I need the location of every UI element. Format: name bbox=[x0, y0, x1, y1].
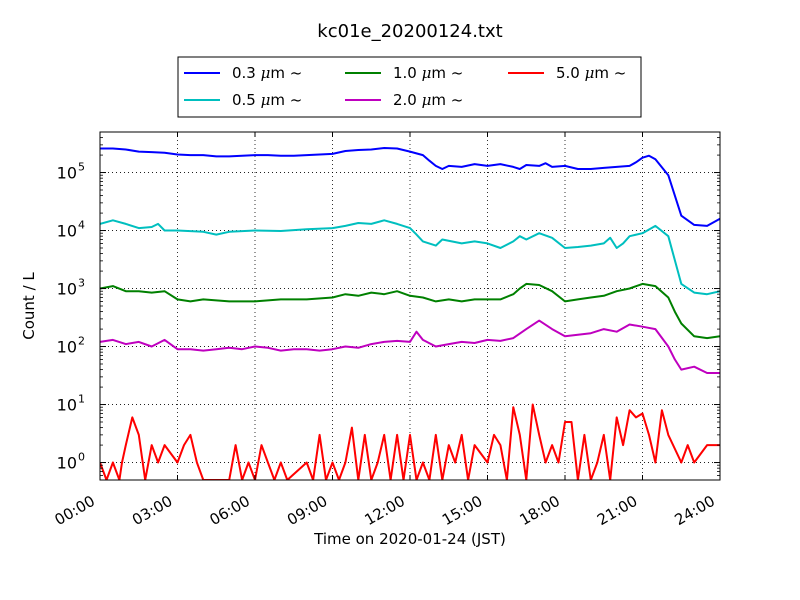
series-layer bbox=[100, 147, 720, 480]
series-line-0-5um bbox=[100, 219, 720, 296]
legend-label: 0.3 μm ~ bbox=[232, 64, 302, 82]
y-tick-label: 10 bbox=[57, 164, 77, 183]
legend: 0.3 μm ~ 0.5 μm ~ 1.0 μm ~ 2.0 μm ~ 5.0 μm ~ bbox=[177, 56, 642, 118]
y-tick-exponent: 0 bbox=[78, 451, 85, 464]
y-tick-exponent: 2 bbox=[78, 335, 85, 348]
x-axis-label: Time on 2020-01-24 (JST) bbox=[313, 530, 506, 548]
y-tick-exponent: 5 bbox=[78, 161, 85, 174]
chart-title: kc01e_20200124.txt bbox=[317, 21, 502, 42]
y-tick-label: 10 bbox=[57, 280, 77, 299]
series-line-5-0um bbox=[100, 403, 720, 480]
series-line-2-0um bbox=[100, 319, 720, 374]
y-tick-label: 10 bbox=[57, 396, 77, 415]
y-axis-label: Count / L bbox=[20, 272, 38, 340]
y-tick-label: 10 bbox=[57, 222, 77, 241]
legend-label: 5.0 μm ~ bbox=[556, 64, 626, 82]
grid bbox=[100, 132, 720, 480]
series-line-1-0um bbox=[100, 282, 720, 340]
legend-label: 2.0 μm ~ bbox=[393, 91, 463, 109]
y-tick-label: 10 bbox=[57, 454, 77, 473]
y-tick-exponent: 3 bbox=[78, 277, 85, 290]
series-line-0-3um bbox=[100, 147, 720, 227]
legend-label: 1.0 μm ~ bbox=[393, 64, 463, 82]
y-tick-exponent: 1 bbox=[78, 393, 85, 406]
legend-box bbox=[177, 56, 642, 118]
legend-label: 0.5 μm ~ bbox=[232, 91, 302, 109]
y-tick-exponent: 4 bbox=[78, 219, 85, 232]
y-tick-label: 10 bbox=[57, 338, 77, 357]
